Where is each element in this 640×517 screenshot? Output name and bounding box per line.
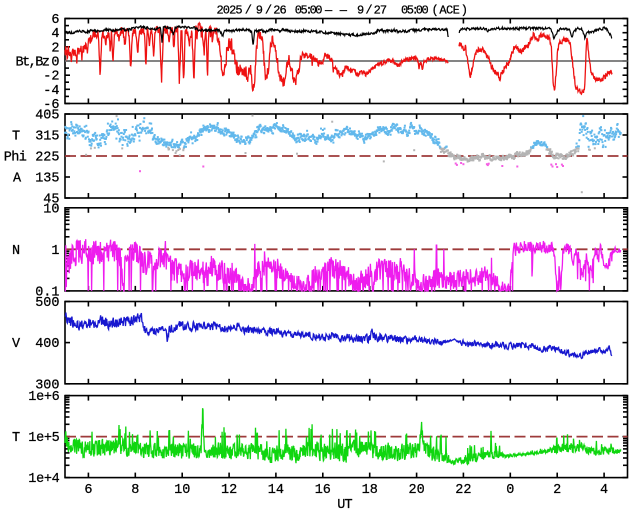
svg-text:0.1: 0.1 [35,285,59,300]
svg-text:12: 12 [221,483,237,498]
svg-text:UT: UT [337,498,352,512]
svg-text:N: N [12,244,20,259]
svg-text:0: 0 [422,4,429,18]
svg-text:405: 405 [35,109,59,124]
svg-text:20: 20 [408,483,424,498]
svg-text:4: 4 [51,27,59,42]
svg-text:(: ( [432,4,439,18]
svg-text:6: 6 [51,13,59,28]
svg-text:A: A [13,172,22,187]
svg-text:5: 5 [235,4,242,18]
svg-text:Phi: Phi [4,151,27,166]
svg-text:10: 10 [43,202,59,217]
svg-text:4: 4 [600,483,608,498]
svg-text:1e+4: 1e+4 [28,472,59,487]
svg-text:2: 2 [51,41,59,56]
svg-text:225: 225 [35,151,59,166]
svg-text:2: 2 [217,4,224,18]
svg-text:T: T [12,431,20,446]
svg-text:18: 18 [362,483,378,498]
svg-text:): ) [461,4,468,18]
svg-text:8: 8 [131,483,139,498]
svg-text:135: 135 [35,172,59,187]
svg-text:-2: -2 [43,70,59,85]
svg-text:2: 2 [553,483,561,498]
svg-text:1e+5: 1e+5 [28,431,59,446]
svg-text:2: 2 [374,4,381,18]
svg-text:/: / [245,4,252,18]
svg-text:T: T [12,130,20,145]
svg-text:0: 0 [506,483,514,498]
svg-text:1: 1 [51,244,59,259]
svg-text:1e+6: 1e+6 [28,390,59,405]
svg-text:315: 315 [35,130,59,145]
svg-text:2: 2 [229,4,236,18]
svg-text:500: 500 [35,296,59,311]
svg-text:22: 22 [455,483,471,498]
svg-text:Bt,Bz: Bt,Bz [15,56,49,71]
svg-text:7: 7 [380,4,387,18]
svg-text:E: E [453,4,460,18]
svg-text::: : [412,4,419,18]
svg-text:2: 2 [273,4,280,18]
svg-text:6: 6 [84,483,92,498]
svg-text:10: 10 [174,483,190,498]
svg-text:C: C [446,4,453,18]
svg-text:—: — [339,4,348,18]
svg-text:6: 6 [280,4,287,18]
svg-text:0: 0 [315,4,322,18]
svg-text:0: 0 [51,56,59,71]
svg-text:0: 0 [416,4,423,18]
svg-text:-6: -6 [43,98,59,113]
svg-text:9: 9 [256,4,263,18]
svg-text:/: / [265,4,272,18]
svg-text:—: — [324,4,333,18]
svg-text:9: 9 [357,4,364,18]
svg-text:-4: -4 [43,84,59,99]
svg-text::: : [305,4,312,18]
svg-text:14: 14 [268,483,284,498]
svg-text:0: 0 [223,4,230,18]
svg-text:300: 300 [35,378,59,393]
svg-text:0: 0 [310,4,317,18]
svg-text:/: / [365,4,372,18]
svg-text:5: 5 [407,4,414,18]
svg-text:45: 45 [43,193,59,208]
svg-text:400: 400 [35,337,59,352]
svg-text:16: 16 [315,483,331,498]
svg-text:0: 0 [401,4,408,18]
svg-text:V: V [12,337,21,352]
svg-text:5: 5 [301,4,308,18]
svg-text:A: A [439,4,447,18]
svg-text:0: 0 [295,4,302,18]
